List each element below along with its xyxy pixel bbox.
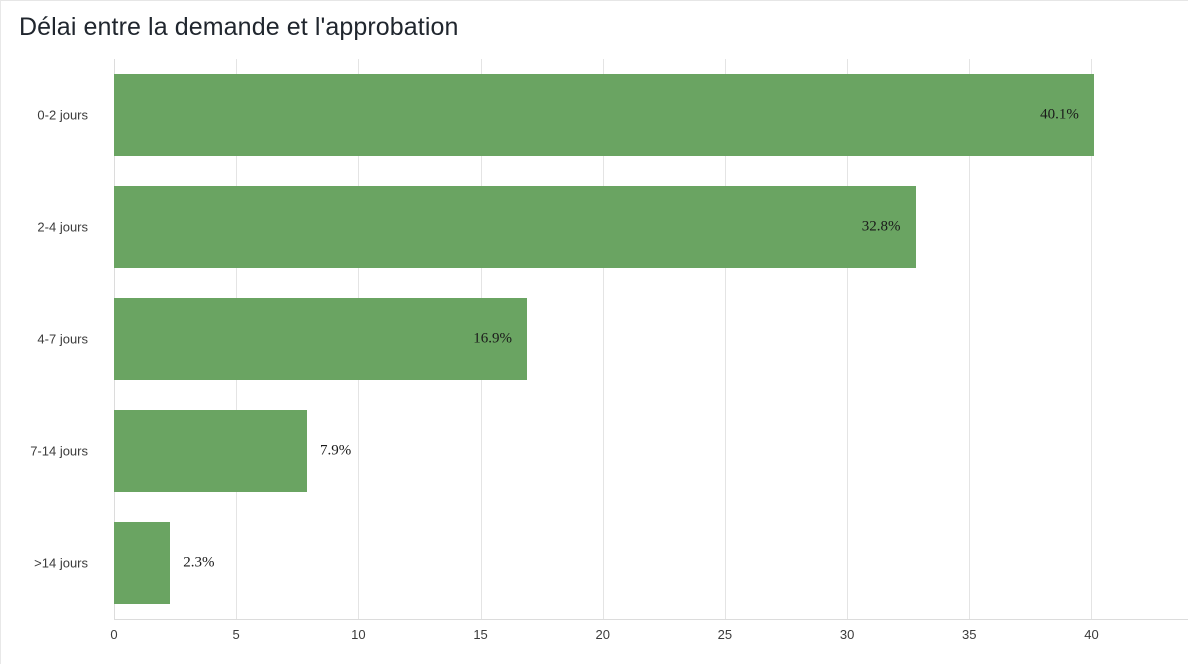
bar--14-jours[interactable] — [114, 521, 171, 605]
chart-title: Délai entre la demande et l'approbation — [19, 13, 459, 41]
bar-row[interactable]: 7.9% — [114, 409, 1177, 493]
bar-data-label: 2.3% — [183, 554, 215, 571]
y-axis-label-0: 0-2 jours — [37, 107, 88, 123]
bar-4-7-jours[interactable] — [114, 297, 527, 381]
bar-data-label: 7.9% — [320, 442, 352, 459]
bar-2-4-jours[interactable] — [114, 185, 916, 269]
x-axis-tick-20: 20 — [595, 627, 610, 642]
bar-7-14-jours[interactable] — [114, 409, 308, 493]
y-axis-label-2: 4-7 jours — [37, 331, 88, 347]
x-axis-tick-25: 25 — [717, 627, 733, 642]
x-axis-tick-0: 0 — [110, 627, 118, 642]
x-axis-tick-5: 5 — [232, 627, 240, 642]
bar-row[interactable]: 32.8% — [114, 185, 1177, 269]
x-axis-tick-40: 40 — [1084, 627, 1099, 642]
bar-0-2-jours[interactable] — [114, 73, 1094, 157]
x-axis-tick-labels: 0 5 10 15 20 25 30 35 40 — [110, 627, 1188, 653]
x-axis-tick-30: 30 — [839, 627, 855, 642]
y-axis-label-1: 2-4 jours — [37, 219, 88, 235]
bar-row[interactable]: 16.9% — [114, 297, 1177, 381]
bar-row[interactable]: 40.1% — [114, 73, 1177, 157]
bars-layer: 40.1% 32.8% 16.9% 7.9% 2.3% — [114, 59, 1177, 619]
x-axis-line — [114, 619, 1188, 620]
bar-data-label: 32.8% — [861, 218, 901, 235]
y-axis-category-labels: 0-2 jours 2-4 jours 4-7 jours 7-14 jours >14… — [1, 59, 101, 619]
bar-row[interactable]: 2.3% — [114, 521, 1177, 605]
y-axis-label-4: >14 jours — [34, 555, 88, 571]
x-axis-tick-35: 35 — [962, 627, 977, 642]
bar-data-label: 16.9% — [473, 330, 512, 347]
bar-data-label: 40.1% — [1040, 106, 1079, 123]
plot-area: 40.1% 32.8% 16.9% 7.9% 2.3% — [114, 59, 1177, 619]
x-axis-tick-15: 15 — [473, 627, 488, 642]
y-axis-label-3: 7-14 jours — [30, 443, 88, 459]
x-axis-tick-10: 10 — [351, 627, 366, 642]
